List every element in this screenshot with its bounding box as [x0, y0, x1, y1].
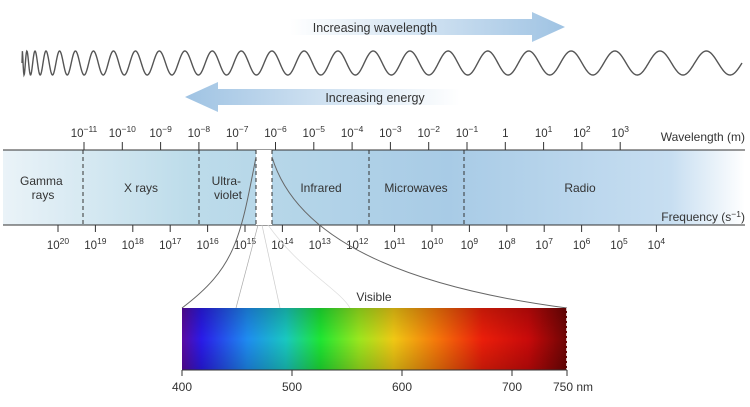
wavelength-tick-label: 10−2 [417, 124, 440, 140]
frequency-tick-label: 1017 [159, 236, 182, 252]
wavelength-tick-label: 1 [502, 128, 508, 140]
visible-fan-inner-2 [261, 224, 281, 309]
frequency-axis-label: Frequency (s−1) [661, 209, 745, 224]
increasing-wavelength-arrow [290, 12, 565, 42]
frequency-tick-label: 1020 [47, 236, 70, 252]
visible-spectrum-shade [182, 308, 567, 370]
visible-fan-inner-3 [267, 224, 351, 309]
visible-ticks: 400 500 600 700 750 nm [172, 370, 593, 394]
wavelength-tick-label: 102 [573, 124, 591, 140]
increasing-wavelength-label: Increasing wavelength [313, 21, 437, 35]
visible-tick-label: 600 [392, 380, 412, 394]
region-infrared-label: Infrared [300, 181, 341, 195]
wavelength-tick-label: 10−6 [264, 124, 287, 140]
region-microwaves-label: Microwaves [384, 181, 447, 195]
wavelength-tick-label: 10−3 [379, 124, 402, 140]
spectrum-band [3, 150, 745, 225]
wavelength-tick-label: 10−5 [303, 124, 326, 140]
frequency-tick-label: 1018 [122, 236, 145, 252]
wavelength-ticks: 10−11 10−10 10−9 10−8 10−7 10−6 10−5 10−4 10−3 10… [71, 124, 629, 150]
visible-tick-label: 400 [172, 380, 192, 394]
wave-line [21, 49, 743, 78]
frequency-tick-label: 104 [648, 236, 666, 252]
visible-fan-inner-1 [235, 224, 259, 309]
region-radio-label: Radio [564, 181, 596, 195]
visible-fan-right [271, 156, 568, 309]
region-gamma-label: Gamma rays [20, 174, 66, 202]
frequency-tick-label: 1013 [309, 236, 332, 252]
wavelength-tick-label: 10−4 [341, 124, 364, 140]
visible-tick-label: 500 [282, 380, 302, 394]
wavelength-tick-label: 10−8 [188, 124, 211, 140]
frequency-tick-label: 105 [610, 236, 628, 252]
increasing-energy-arrow [185, 82, 460, 112]
visible-tick-label: 750 nm [553, 380, 593, 394]
frequency-tick-label: 1011 [384, 236, 406, 252]
frequency-tick-label: 109 [461, 236, 479, 252]
wavelength-tick-label: 10−11 [71, 124, 98, 140]
visible-slit [256, 150, 272, 225]
frequency-tick-label: 106 [573, 236, 591, 252]
visible-fan-left [181, 156, 257, 309]
wavelength-tick-label: 10−10 [109, 124, 136, 140]
frequency-tick-label: 1016 [196, 236, 219, 252]
region-ultraviolet-label: Ultra- violet [212, 174, 245, 202]
wavelength-tick-label: 10−7 [226, 124, 249, 140]
wavelength-axis-label: Wavelength (m) [661, 130, 745, 144]
region-dividers [82, 150, 465, 225]
frequency-tick-label: 1010 [421, 236, 444, 252]
wavelength-tick-label: 10−1 [456, 124, 479, 140]
wavelength-tick-label: 103 [611, 124, 629, 140]
wavelength-tick-label: 10−9 [149, 124, 172, 140]
frequency-tick-label: 1015 [234, 236, 257, 252]
frequency-ticks: 1020 1019 1018 1017 1016 1015 1014 1013 1012 1011… [47, 225, 666, 252]
increasing-energy-label: Increasing energy [325, 91, 425, 105]
region-xrays-label: X rays [124, 181, 158, 195]
visible-label: Visible [356, 290, 391, 304]
frequency-tick-label: 1014 [271, 236, 294, 252]
frequency-tick-label: 1019 [84, 236, 107, 252]
visible-tick-label: 700 [502, 380, 522, 394]
frequency-tick-label: 108 [498, 236, 516, 252]
wavelength-tick-label: 101 [535, 124, 553, 140]
frequency-tick-label: 107 [535, 236, 553, 252]
